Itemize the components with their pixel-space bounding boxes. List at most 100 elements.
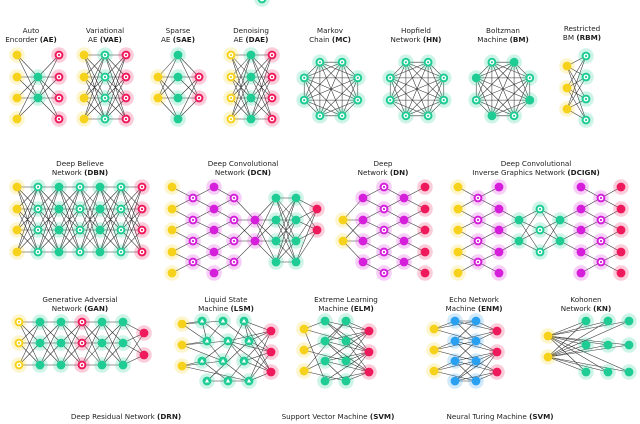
gan-node (74, 314, 90, 330)
lsm-node (174, 337, 190, 353)
dae-node (264, 90, 280, 106)
gan-edge (39, 342, 62, 366)
mc-edge (319, 61, 358, 79)
lsm-edge (243, 360, 272, 373)
dbn-edge (16, 186, 39, 253)
gan-edge (39, 321, 62, 344)
dn-node (355, 190, 371, 206)
dcn-node (164, 179, 180, 195)
dcign-node (552, 212, 568, 228)
kn-node (600, 337, 616, 353)
elm-node (361, 344, 377, 360)
dcn-node (247, 212, 263, 228)
dbn-node (51, 244, 67, 260)
elm-node (361, 323, 377, 339)
dcign-node (613, 222, 629, 238)
dae-node (223, 47, 239, 63)
bm-node (521, 70, 538, 86)
bm-node (506, 107, 522, 124)
dbn-node (72, 222, 88, 238)
dbn-node (113, 222, 129, 238)
elm-edge (324, 320, 370, 353)
dae-node (264, 47, 280, 63)
dbn-edge (120, 186, 143, 253)
kn-edge (547, 344, 630, 358)
elm-edge (324, 340, 370, 353)
dbn-edge (58, 186, 81, 231)
vae-node (76, 69, 92, 85)
network-title-enm: Echo Network Machine (ENM) (445, 295, 503, 313)
dcn-node (268, 212, 284, 228)
dbn-node (92, 244, 108, 260)
sae-edge (157, 97, 179, 120)
network-title-sae: Sparse AE (SAE) (161, 26, 195, 44)
lsm-node (199, 373, 215, 389)
dbn-edge (79, 208, 101, 253)
ae-edge (37, 97, 60, 120)
dcn-edge (295, 208, 318, 242)
sae-node (191, 69, 207, 85)
mc-node (334, 54, 350, 71)
lsm-edge (248, 330, 272, 382)
lsm-node (174, 358, 190, 374)
kn-node (600, 313, 616, 329)
dbn-edge (99, 186, 122, 253)
dbn-edge (79, 186, 101, 231)
gan-node (136, 325, 152, 341)
dn-node (396, 233, 412, 249)
dae-edge (250, 76, 273, 120)
lsm-edge (248, 351, 272, 382)
dcign-node (573, 179, 589, 195)
gan-node (11, 357, 27, 373)
dcn-node (268, 190, 284, 206)
ae-edge (16, 97, 39, 120)
kn-edge (547, 344, 587, 358)
dcn-node (185, 190, 201, 206)
dbn-node (72, 179, 88, 195)
enm-node (447, 373, 463, 389)
dbn-edge (58, 208, 81, 253)
dcign-node (450, 265, 466, 281)
lsm-edge (243, 320, 272, 332)
dbn-node (30, 244, 46, 260)
rbm-node (578, 48, 594, 64)
dcn-edge (295, 208, 318, 263)
elm-edge (324, 320, 347, 342)
ae-edge (37, 76, 60, 99)
lsm-edge (227, 340, 272, 373)
lsm-node (199, 333, 215, 349)
network-title-elm: Extreme Learning Machine (ELM) (314, 295, 378, 313)
kn-node (621, 364, 637, 380)
dcn-node (185, 233, 201, 249)
network-title-dbn: Deep Believe Network (DBN) (51, 159, 109, 177)
enm-node (489, 344, 505, 360)
dcn-node (206, 265, 222, 281)
dbn-edge (58, 229, 81, 253)
elm-node (317, 373, 333, 389)
rbm-node (559, 101, 575, 117)
dcn-edge (295, 197, 318, 231)
dcign-node (593, 254, 609, 270)
dcign-edge (539, 219, 561, 253)
kn-node (578, 313, 594, 329)
dae-node (243, 90, 259, 106)
dcn-node (185, 254, 201, 270)
gan-edge (60, 321, 83, 366)
kn-node (600, 364, 616, 380)
dcign-node (450, 179, 466, 195)
vae-node (76, 47, 92, 63)
kn-node (540, 328, 556, 344)
vae-edge (83, 76, 106, 120)
elm-edge (324, 371, 370, 382)
enm-edge (454, 371, 498, 382)
dn-node (396, 254, 412, 270)
dn-node (396, 212, 412, 228)
dcign-node (470, 233, 486, 249)
enm-node (468, 373, 484, 389)
dae-edge (250, 54, 273, 120)
gan-node (53, 357, 69, 373)
ae-node (30, 90, 46, 106)
rbm-node (559, 58, 575, 74)
dcign-node (573, 201, 589, 217)
dbn-node (9, 179, 25, 195)
